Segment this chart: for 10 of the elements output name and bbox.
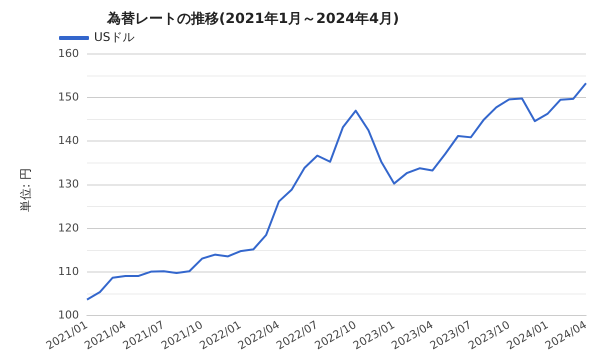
y-tick-label: 150 (58, 90, 79, 104)
y-tick-label: 140 (58, 134, 79, 148)
y-tick-label: 110 (58, 264, 79, 278)
chart-title: 為替レートの推移(2021年1月～2024年4月) (107, 10, 400, 28)
y-axis-title: 単位: 円 (18, 168, 34, 212)
legend-label: USドル (94, 30, 134, 44)
y-tick-label: 100 (58, 308, 79, 322)
y-tick-label: 120 (58, 221, 79, 234)
y-tick-label: 130 (58, 178, 79, 191)
y-tick-label: 160 (58, 46, 79, 60)
